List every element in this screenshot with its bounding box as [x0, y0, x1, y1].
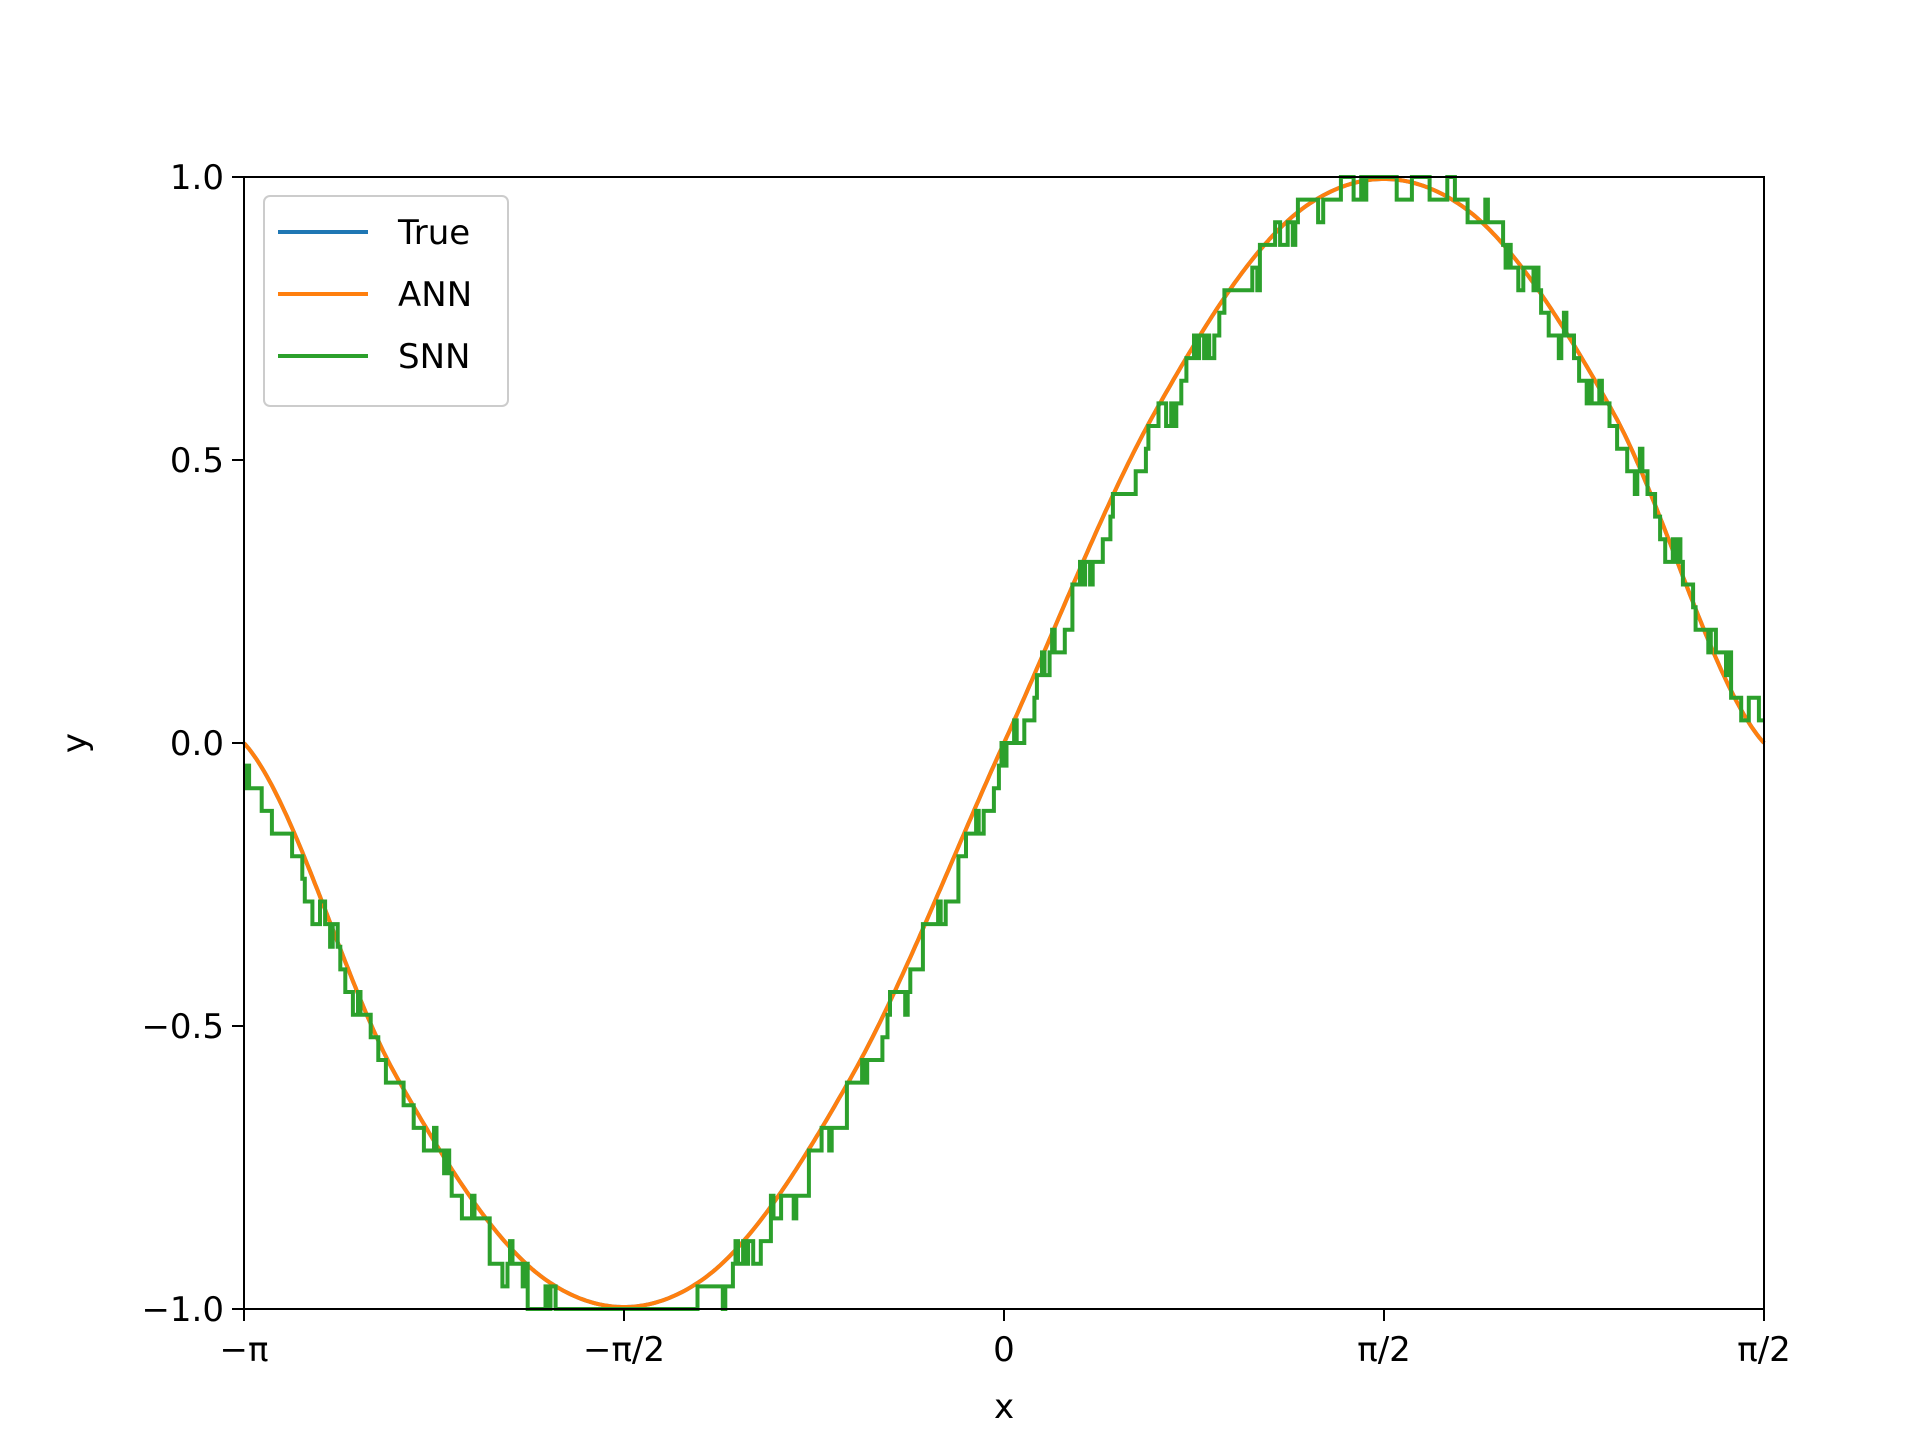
- legend-box: [263, 195, 509, 407]
- x-tick-label: π/2: [1357, 1330, 1411, 1370]
- y-tick-label: −1.0: [141, 1290, 224, 1330]
- legend-label-snn: SNN: [398, 337, 470, 377]
- x-axis-label: x: [994, 1387, 1014, 1427]
- y-tick-label: 0.0: [170, 724, 224, 764]
- y-axis-label: y: [55, 733, 95, 753]
- legend-label-true: True: [397, 213, 470, 253]
- x-tick-label: −π/2: [583, 1330, 665, 1370]
- x-tick-label: −π: [220, 1330, 269, 1370]
- ticks-layer: −π −π/2 0 π/2 π/2 −1.0 −0.5 0.0 0.5 1.0: [141, 158, 1790, 1370]
- x-tick-label: 0: [993, 1330, 1015, 1370]
- legend-label-ann: ANN: [398, 275, 472, 315]
- x-tick-label: π/2: [1737, 1330, 1791, 1370]
- y-tick-label: −0.5: [141, 1007, 224, 1047]
- y-tick-label: 0.5: [170, 441, 224, 481]
- y-tick-label: 1.0: [170, 158, 224, 198]
- series-line-snn: [244, 175, 1764, 1311]
- legend: True ANN SNN: [263, 195, 509, 407]
- series-layer: [242, 175, 1766, 1311]
